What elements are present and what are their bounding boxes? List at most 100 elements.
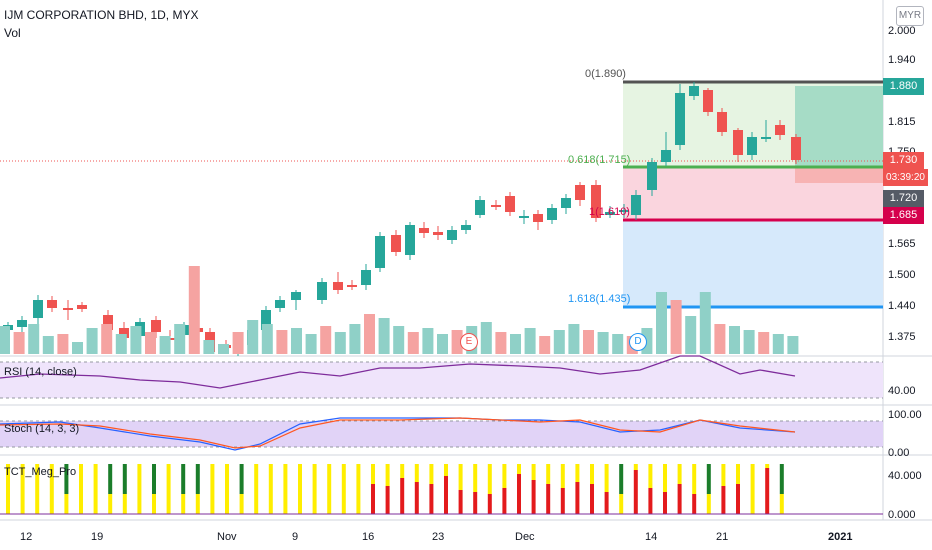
tct-bar xyxy=(152,494,156,514)
tct-bar xyxy=(575,482,580,514)
tct-bar xyxy=(195,464,200,494)
candle-body xyxy=(291,292,301,300)
tct-bar xyxy=(458,490,463,514)
candle-body xyxy=(405,225,415,255)
candle-body xyxy=(519,216,529,218)
x-tick: 9 xyxy=(292,531,299,543)
tct-axis-top: 40.000 xyxy=(888,470,922,482)
rsi-line xyxy=(0,355,796,389)
volume-bar xyxy=(276,330,288,354)
tct-bar xyxy=(327,464,332,514)
x-tick: 21 xyxy=(716,531,729,543)
rsi-label[interactable]: RSI (14, close) xyxy=(4,366,77,378)
tct-bar xyxy=(736,464,740,484)
tct-bar xyxy=(444,476,448,514)
volume-bar xyxy=(130,326,142,354)
tct-bar xyxy=(648,464,653,488)
tct-bar xyxy=(473,464,478,492)
fib-level-1618: 1.618(1.435) xyxy=(568,293,631,305)
volume-bar xyxy=(772,334,784,354)
candle-body xyxy=(375,236,385,268)
stoch-axis-top: 100.00 xyxy=(888,409,922,421)
candle-body xyxy=(775,125,785,135)
candle-body xyxy=(461,225,471,230)
volume-bar xyxy=(495,332,507,354)
tct-label[interactable]: TCT_Meg_Pro xyxy=(4,466,77,478)
x-tick: 12 xyxy=(20,531,33,543)
tct-bar xyxy=(692,464,697,494)
tct-bar xyxy=(736,484,740,514)
tct-bar xyxy=(400,478,405,514)
tct-bar xyxy=(560,488,565,514)
tct-bar xyxy=(444,464,448,476)
volume-bar xyxy=(305,334,317,354)
stoch-label[interactable]: Stoch (14, 3, 3) xyxy=(4,423,80,435)
price-tick: 1.500 xyxy=(888,269,916,281)
tct-bar xyxy=(531,464,536,480)
volume-bar xyxy=(174,324,186,354)
volume-bar xyxy=(743,330,755,354)
volume-bar xyxy=(393,326,405,354)
volume-bar xyxy=(407,332,419,354)
x-tick: 2021 xyxy=(828,531,853,543)
volume-bar xyxy=(247,320,259,354)
tct-bar xyxy=(502,488,507,514)
candle-body xyxy=(275,300,285,308)
currency-badge[interactable]: MYR xyxy=(896,6,924,26)
tct-bar xyxy=(283,464,288,514)
candle-body xyxy=(619,210,629,212)
symbol-title[interactable]: IJM CORPORATION BHD, 1D, MYX xyxy=(4,8,199,22)
tct-bar xyxy=(195,494,200,514)
prev-price-tag: 1.720 xyxy=(883,190,924,207)
candle-body xyxy=(561,198,571,208)
tct-bar xyxy=(517,474,521,514)
tct-bar xyxy=(181,464,186,494)
x-tick: 14 xyxy=(645,531,658,543)
tct-bar xyxy=(429,484,434,514)
tct-bar xyxy=(517,464,521,474)
tct-bar xyxy=(765,464,770,468)
volume-bar xyxy=(101,324,113,354)
tct-bar xyxy=(152,464,156,494)
tct-bar xyxy=(414,464,419,482)
tct-bar xyxy=(677,484,682,514)
tct-bar xyxy=(93,464,98,514)
tct-bar xyxy=(590,464,594,484)
tct-bar xyxy=(677,464,682,484)
volume-bar xyxy=(378,318,390,354)
tct-bar xyxy=(166,464,171,514)
candle-body xyxy=(689,86,699,96)
candle-body xyxy=(547,208,557,220)
candle-body xyxy=(361,270,371,285)
volume-bar xyxy=(28,324,40,354)
volume-bar xyxy=(291,328,302,354)
volume-bar xyxy=(145,332,156,354)
stoch-axis-bottom: 0.00 xyxy=(888,447,910,459)
price-tick: 2.000 xyxy=(888,25,916,37)
volume-bar xyxy=(699,292,711,354)
volume-bar xyxy=(758,332,770,354)
tct-bar xyxy=(721,486,726,514)
x-tick: Dec xyxy=(515,531,535,543)
tct-bar xyxy=(458,464,463,490)
tct-bar xyxy=(239,464,244,494)
earnings-marker[interactable]: E xyxy=(460,333,478,351)
tct-bar xyxy=(706,494,711,514)
volume-bar xyxy=(218,344,229,354)
volume-bar xyxy=(524,328,536,354)
x-tick: 23 xyxy=(432,531,445,543)
candle-body xyxy=(47,300,57,308)
tct-bar xyxy=(619,464,624,494)
volume-bar xyxy=(422,328,434,354)
tct-bar xyxy=(298,464,302,514)
tct-bar xyxy=(79,464,83,514)
dividend-marker[interactable]: D xyxy=(629,333,647,351)
candle-body xyxy=(505,196,515,212)
tct-bar xyxy=(750,464,755,514)
tct-bar xyxy=(721,464,726,486)
candle-body xyxy=(717,112,727,132)
volume-bar xyxy=(787,336,799,354)
tct-bar xyxy=(765,468,770,514)
tct-bar xyxy=(546,464,551,484)
